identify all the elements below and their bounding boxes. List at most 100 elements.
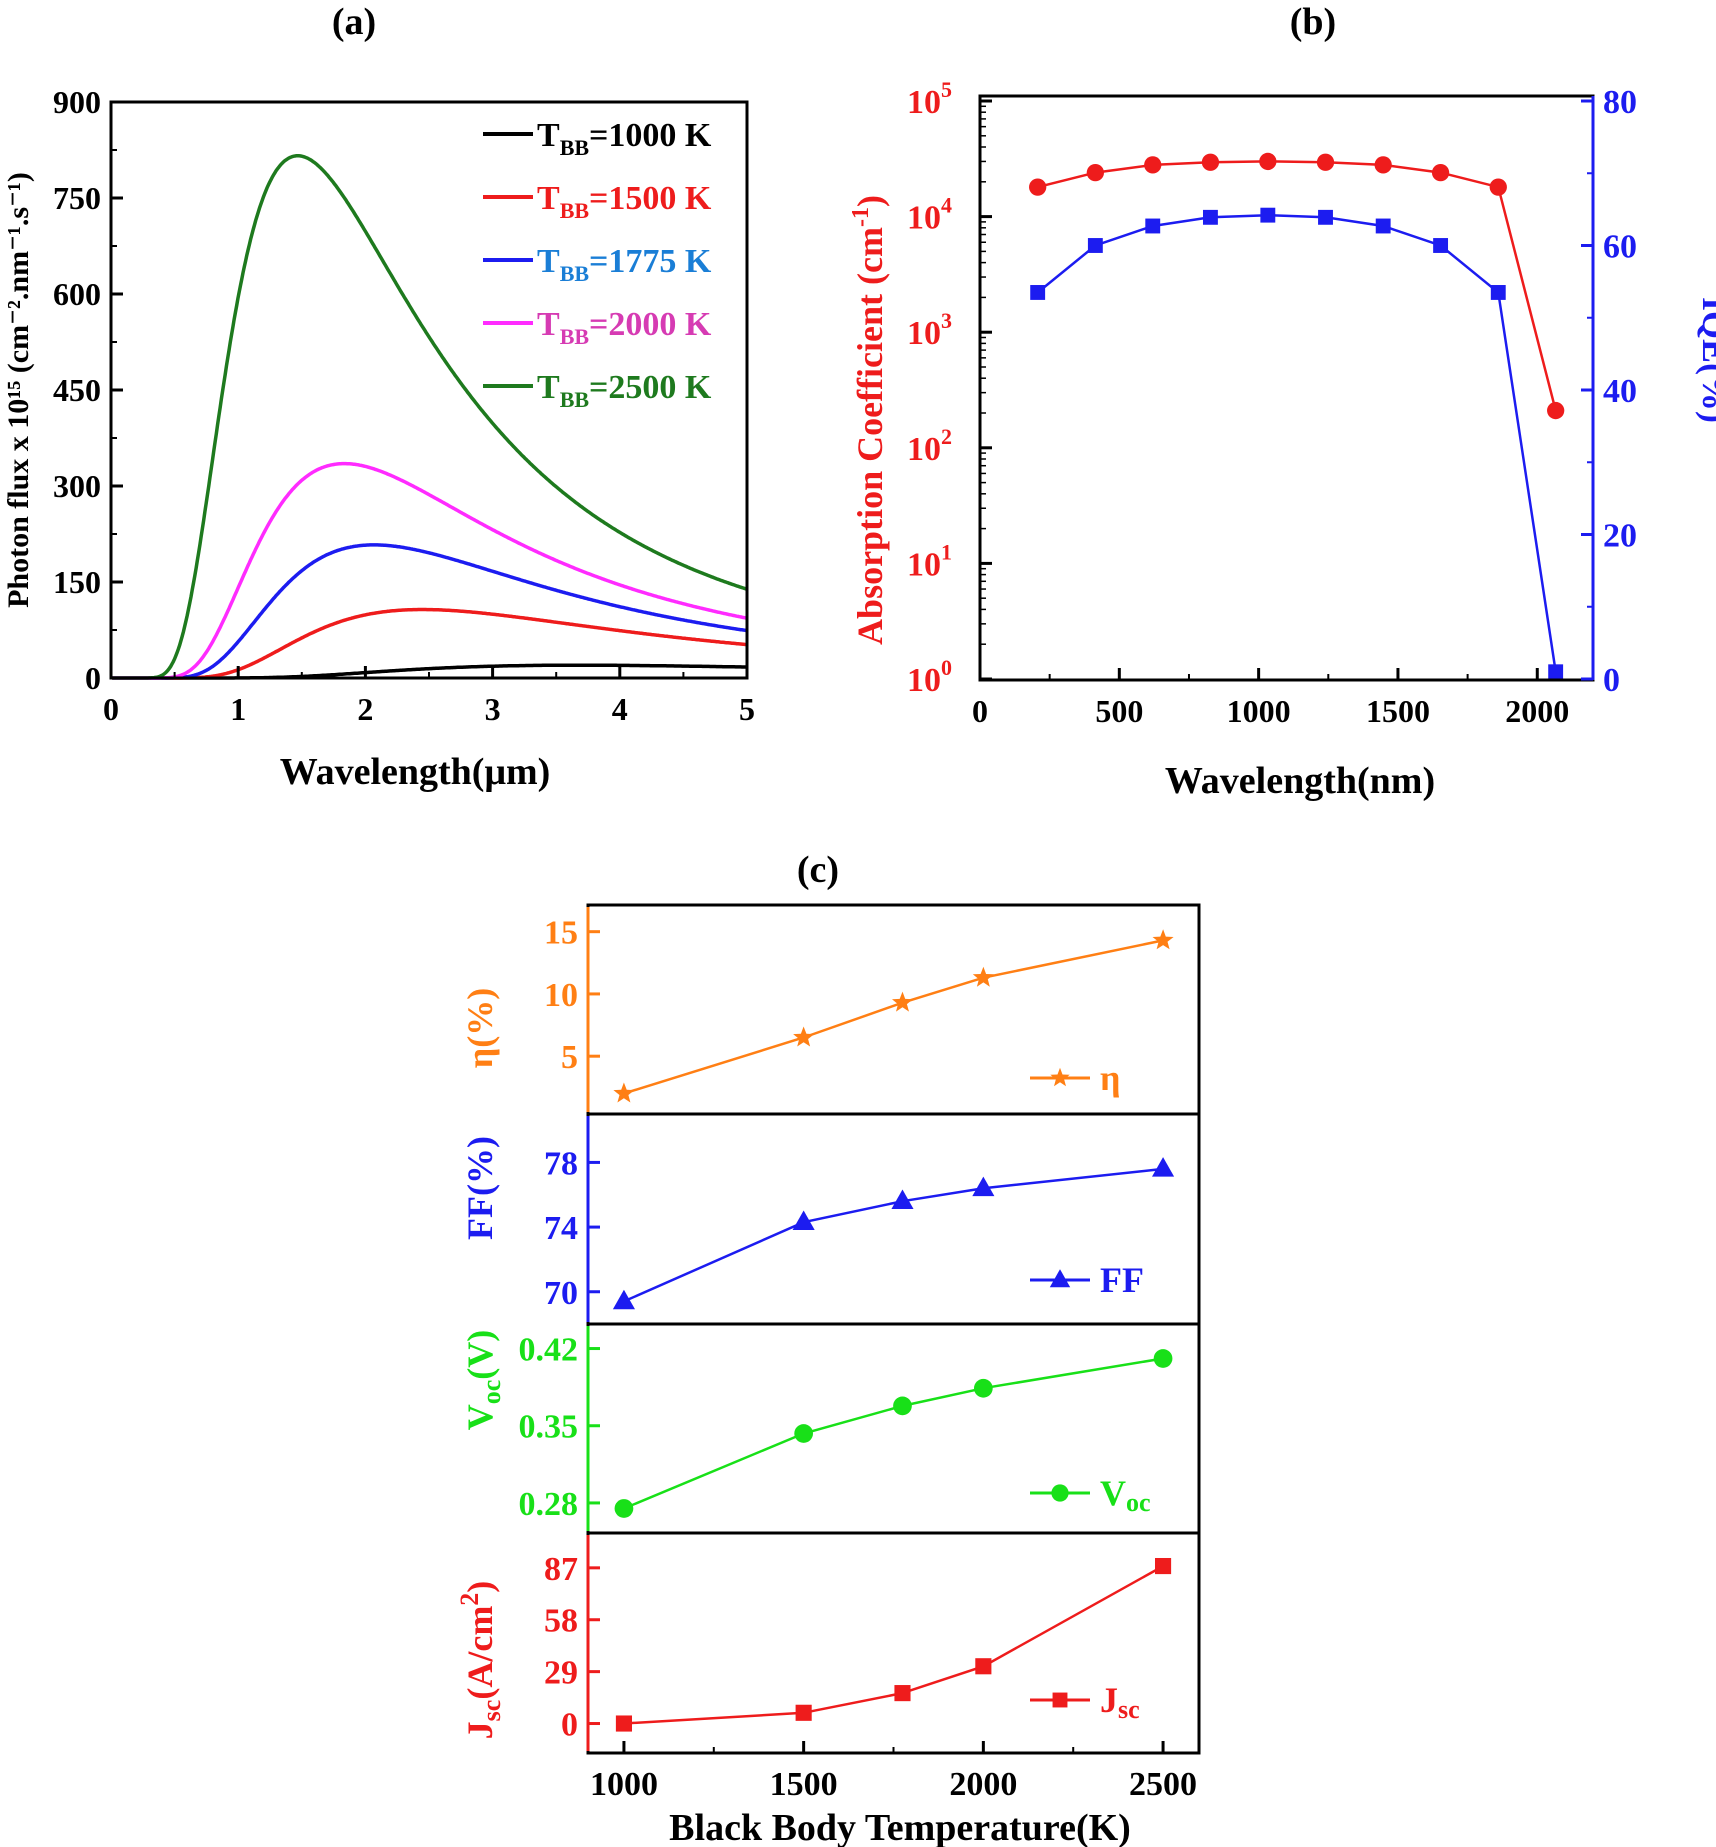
legend-label: Voc: [1100, 1473, 1151, 1517]
data-point-absorption-coefficient: [1316, 153, 1335, 171]
tick-base: 10: [907, 431, 941, 468]
subplot-ylabel: FF(%): [460, 1136, 500, 1240]
tick-exp: 2: [941, 424, 952, 449]
x-tick-label: 0: [103, 691, 119, 727]
y-left-tick-label: 102: [907, 424, 952, 468]
panel-c-subplots: 51015ηη(%)707478FFFF(%)0.280.350.42VocVo…: [455, 903, 1201, 1803]
ylabel-end: (A/cm: [460, 1606, 500, 1700]
legend-marker: [1049, 1269, 1071, 1288]
y-tick-label: 70: [544, 1275, 578, 1312]
legend-main: V: [1100, 1473, 1126, 1513]
legend-prefix: T: [537, 306, 560, 343]
y-right-tick-label: 60: [1603, 229, 1637, 266]
panel-a-xlabel: Wavelength(μm): [280, 751, 551, 793]
x-tick-label: 1000: [1227, 693, 1291, 729]
data-point-ff: [612, 1289, 635, 1310]
panel-b-series: [1029, 152, 1565, 680]
y-tick-label: 600: [53, 276, 101, 312]
tick-exp: 0: [941, 655, 952, 680]
tick-exp: 4: [941, 193, 952, 218]
data-point-jsc: [894, 1685, 911, 1702]
panel-a-curves: [112, 154, 748, 680]
series-line-η: [623, 939, 1164, 1095]
data-point-jsc: [1154, 1557, 1172, 1575]
subplot-ylabel: Voc(V): [460, 1330, 506, 1431]
ylabel-sup: 2: [455, 1593, 484, 1606]
x-tick-label: 2000: [949, 1766, 1017, 1803]
legend-sub: BB: [560, 387, 590, 412]
series-line-absorption-coefficient: [1037, 160, 1557, 411]
data-point-absorption-coefficient: [1431, 164, 1450, 182]
x-tick-label: 5: [739, 691, 755, 727]
subplot-ff: 70 74 78 FF FF(%): [460, 1112, 1201, 1326]
data-point-iqe: [1145, 218, 1161, 234]
y-tick-label: 0.42: [519, 1332, 579, 1369]
data-point-voc: [1153, 1349, 1173, 1368]
legend-label-2000: TBB=2000 K: [537, 306, 712, 349]
tick-base: 10: [907, 546, 941, 583]
tick-exp: 3: [941, 308, 952, 333]
data-point-jsc: [795, 1704, 812, 1721]
x-tick-label: 4: [612, 691, 628, 727]
y-tick-label: 0.35: [519, 1409, 579, 1446]
data-point-η: [1152, 929, 1174, 950]
data-point-η: [972, 966, 994, 987]
subplot-η: 5 10 15 η η(%): [460, 903, 1201, 1116]
data-point-absorption-coefficient: [1489, 178, 1507, 196]
y-left-tick-label: 104: [907, 193, 952, 237]
legend-prefix: T: [537, 117, 560, 154]
series-line-voc: [623, 1357, 1164, 1510]
x-tick-label: 2000: [1505, 693, 1569, 729]
legend-marker: [1050, 1067, 1070, 1087]
x-tick-label: 500: [1095, 693, 1143, 729]
data-point-voc: [973, 1378, 993, 1398]
legend-sub: BB: [560, 324, 590, 349]
legend-prefix: T: [537, 369, 560, 406]
y-tick-label: 0.28: [519, 1486, 579, 1523]
tick-exp: 1: [941, 539, 952, 564]
y-left-tick-label: 103: [907, 308, 952, 352]
series-line-1500: [112, 607, 748, 680]
tick-base: 10: [907, 662, 941, 699]
legend-eq: =1000 K: [589, 117, 712, 154]
legend-sub: sc: [1118, 1695, 1140, 1724]
legend-label: η: [1100, 1058, 1120, 1098]
y-tick-label: 0: [561, 1707, 578, 1744]
ylabel-main: V: [460, 1404, 500, 1430]
legend-eq: =1500 K: [589, 180, 712, 217]
data-point-absorption-coefficient: [1547, 401, 1565, 420]
panel-b: (b) 0 500 1000 1500 200010010110210310410502…: [848, 1, 1716, 802]
legend-marker: [1052, 1692, 1068, 1708]
legend-label-2500: TBB=2500 K: [537, 369, 712, 412]
legend-main: η: [1100, 1058, 1120, 1098]
x-tick-label: 0: [972, 693, 988, 729]
data-point-η: [892, 991, 913, 1012]
data-point-absorption-coefficient: [1144, 156, 1162, 174]
ylabel-main: FF(%): [460, 1136, 500, 1240]
data-point-jsc: [615, 1715, 633, 1732]
legend-sub: oc: [1126, 1488, 1151, 1517]
y-right-tick-label: 20: [1603, 518, 1637, 555]
y-left-tick-label: 100: [907, 655, 952, 699]
y-tick-label: 0: [85, 660, 101, 696]
legend-eq: =2500 K: [589, 369, 712, 406]
panel-b-ylabel-left: Absorption Coefficient (cm-1): [848, 195, 890, 645]
y-tick-label: 29: [544, 1655, 578, 1692]
legend-label: FF: [1100, 1260, 1144, 1300]
y-tick-label: 78: [544, 1145, 578, 1182]
tick-base: 10: [907, 84, 941, 121]
tick-base: 10: [907, 200, 941, 237]
legend-label: Jsc: [1100, 1680, 1140, 1724]
data-point-iqe: [1375, 218, 1391, 234]
legend-label-1000: TBB=1000 K: [537, 117, 712, 160]
subplot-voc: 0.28 0.35 0.42 Voc Voc(V): [460, 1322, 1201, 1535]
y-tick-label: 750: [53, 180, 101, 216]
series-line-ff: [623, 1167, 1164, 1303]
panel-b-axes: 0 500 1000 1500 2000100101102103104105020406…: [907, 77, 1637, 729]
data-point-iqe: [1087, 238, 1103, 253]
panel-b-label: (b): [1290, 1, 1336, 43]
data-point-jsc: [975, 1658, 992, 1675]
x-tick-label: 1000: [590, 1766, 658, 1803]
